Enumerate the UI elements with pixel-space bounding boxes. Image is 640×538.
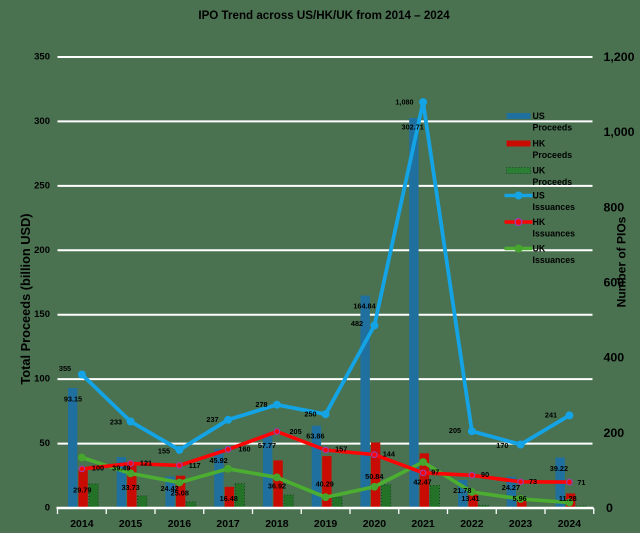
svg-text:160: 160 — [238, 445, 250, 454]
svg-text:800: 800 — [604, 200, 625, 214]
svg-text:Proceeds: Proceeds — [533, 123, 573, 133]
svg-text:57.77: 57.77 — [258, 441, 276, 450]
svg-text:233: 233 — [110, 417, 122, 426]
svg-text:21.78: 21.78 — [453, 486, 471, 495]
svg-text:HK: HK — [533, 217, 546, 227]
svg-text:Number of PIOs: Number of PIOs — [615, 216, 629, 307]
svg-text:Proceeds: Proceeds — [533, 177, 573, 187]
svg-text:Total Proceeds (billion USD): Total Proceeds (billion USD) — [18, 213, 33, 384]
svg-text:237: 237 — [206, 415, 218, 424]
svg-text:25.08: 25.08 — [171, 489, 189, 498]
svg-text:Issuances: Issuances — [533, 202, 576, 212]
svg-text:Proceeds: Proceeds — [533, 150, 573, 160]
svg-text:117: 117 — [189, 461, 201, 470]
svg-text:42.47: 42.47 — [413, 477, 431, 486]
svg-text:100: 100 — [34, 374, 50, 385]
svg-text:US: US — [533, 191, 545, 201]
svg-text:36.92: 36.92 — [268, 482, 286, 491]
svg-text:350: 350 — [34, 52, 50, 63]
svg-text:278: 278 — [255, 400, 267, 409]
svg-text:200: 200 — [34, 245, 50, 256]
svg-text:600: 600 — [604, 276, 625, 290]
svg-text:5.96: 5.96 — [512, 494, 526, 503]
svg-text:0: 0 — [45, 503, 50, 514]
svg-text:121: 121 — [140, 459, 152, 468]
svg-text:482: 482 — [351, 319, 363, 328]
svg-text:Issuances: Issuances — [533, 255, 576, 265]
svg-text:73: 73 — [529, 477, 537, 486]
svg-text:2019: 2019 — [314, 518, 338, 530]
svg-text:302.71: 302.71 — [402, 123, 424, 132]
svg-text:2021: 2021 — [411, 518, 435, 530]
svg-text:150: 150 — [34, 309, 50, 320]
svg-text:50: 50 — [39, 438, 50, 449]
svg-text:170: 170 — [496, 441, 508, 450]
svg-text:164.84: 164.84 — [353, 302, 376, 311]
svg-text:157: 157 — [335, 444, 347, 453]
svg-text:IPO Trend across US/HK/UK from: IPO Trend across US/HK/UK from 2014 – 20… — [198, 9, 450, 22]
svg-text:93.15: 93.15 — [64, 395, 82, 404]
svg-text:24.42: 24.42 — [160, 484, 178, 493]
svg-text:400: 400 — [604, 351, 625, 365]
svg-text:33.73: 33.73 — [121, 483, 139, 492]
svg-text:UK: UK — [533, 166, 546, 176]
svg-text:1,200: 1,200 — [604, 50, 635, 64]
svg-text:US: US — [533, 111, 545, 121]
svg-text:205: 205 — [449, 426, 461, 435]
svg-text:1,000: 1,000 — [604, 125, 635, 139]
svg-text:HK: HK — [533, 139, 546, 149]
svg-text:90: 90 — [481, 470, 489, 479]
svg-text:71: 71 — [577, 478, 585, 487]
svg-text:Issuances: Issuances — [533, 229, 576, 239]
svg-text:250: 250 — [34, 180, 50, 191]
svg-text:2024: 2024 — [558, 518, 582, 530]
svg-text:2014: 2014 — [70, 518, 94, 530]
svg-text:300: 300 — [34, 116, 50, 127]
svg-text:13.41: 13.41 — [461, 494, 479, 503]
svg-text:205: 205 — [290, 427, 302, 436]
svg-text:1,080: 1,080 — [395, 98, 413, 107]
svg-text:11.28: 11.28 — [559, 494, 577, 503]
svg-text:39.49: 39.49 — [112, 464, 130, 473]
svg-text:45.92: 45.92 — [209, 456, 227, 465]
svg-text:24.27: 24.27 — [502, 483, 520, 492]
svg-text:2023: 2023 — [509, 518, 533, 530]
svg-text:2018: 2018 — [265, 518, 289, 530]
svg-text:144: 144 — [383, 450, 396, 459]
svg-text:40.29: 40.29 — [316, 480, 334, 489]
svg-text:16.48: 16.48 — [220, 494, 238, 503]
svg-text:39.22: 39.22 — [550, 464, 568, 473]
svg-text:50.84: 50.84 — [365, 472, 384, 481]
svg-text:63.86: 63.86 — [306, 432, 324, 441]
svg-text:155: 155 — [158, 447, 170, 456]
svg-text:2017: 2017 — [216, 518, 240, 530]
svg-text:250: 250 — [304, 410, 316, 419]
svg-text:UK: UK — [533, 244, 546, 254]
svg-text:0: 0 — [606, 501, 613, 515]
svg-text:200: 200 — [604, 426, 625, 440]
svg-text:2020: 2020 — [363, 518, 387, 530]
svg-text:355: 355 — [59, 364, 71, 373]
svg-text:2015: 2015 — [119, 518, 143, 530]
svg-text:100: 100 — [92, 464, 104, 473]
svg-text:29.79: 29.79 — [73, 485, 91, 494]
svg-text:2022: 2022 — [460, 518, 484, 530]
svg-text:2016: 2016 — [168, 518, 192, 530]
svg-text:241: 241 — [545, 411, 557, 420]
svg-text:97: 97 — [431, 467, 439, 476]
